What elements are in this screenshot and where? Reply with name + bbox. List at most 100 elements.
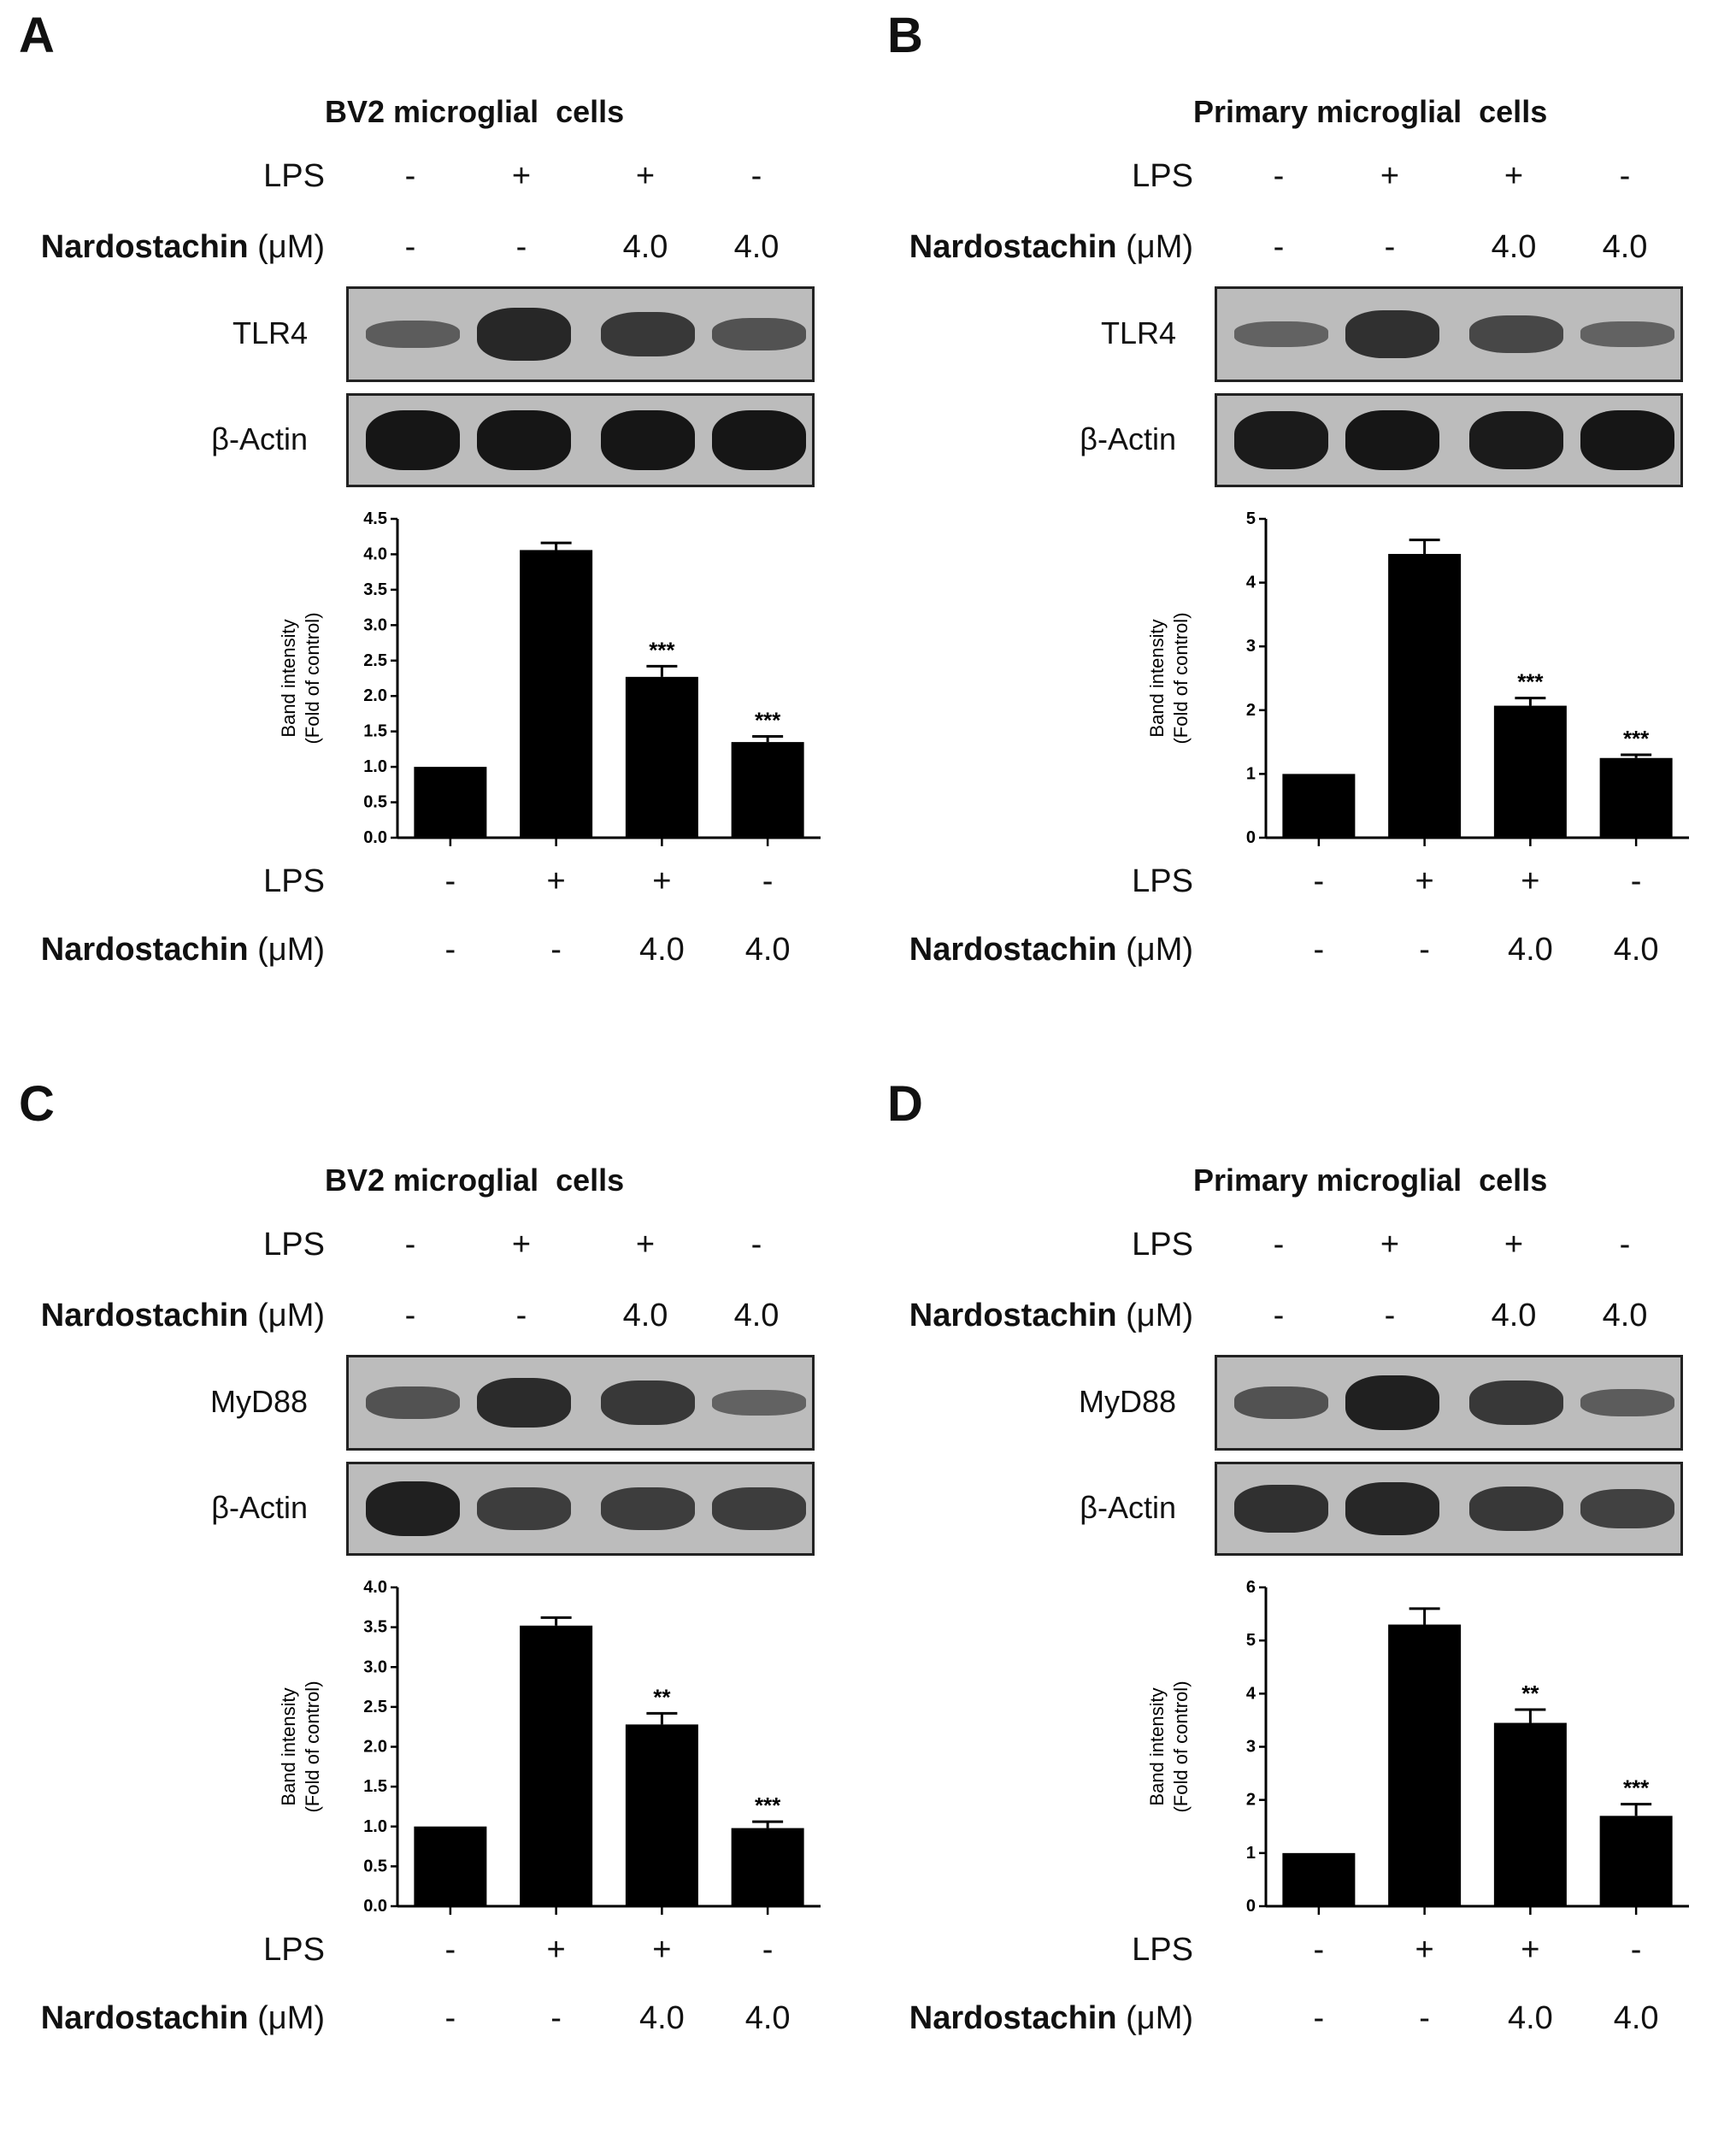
drug-dose-bottom: 4.0: [1507, 2000, 1553, 2036]
blot-band: [1234, 1485, 1328, 1533]
bar: [414, 767, 487, 838]
bar: [625, 676, 698, 838]
panel-title: Primary microglial cells: [1193, 94, 1548, 129]
drug-name: Nardostachin: [909, 932, 1117, 968]
blot-band: [1580, 321, 1674, 347]
drug-dose-bottom: 4.0: [638, 2000, 685, 2036]
western-blot-0: [1215, 1355, 1683, 1451]
panel-letter: B: [887, 8, 923, 63]
y-tick-label: 0: [1246, 828, 1256, 847]
significance-marker: ***: [755, 707, 781, 733]
blot-band: [477, 308, 571, 361]
blot-band: [1469, 1380, 1563, 1426]
drug-name: Nardostachin: [40, 229, 249, 265]
drug-dose: -: [404, 1298, 416, 1333]
western-blot-1: [1215, 1462, 1683, 1556]
drug-dose: 4.0: [1491, 1298, 1537, 1333]
bar: [731, 1828, 804, 1906]
drug-unit: (μM): [1126, 2000, 1193, 2036]
lps-mark: +: [511, 1227, 532, 1263]
drug-dose: -: [515, 1298, 527, 1333]
blot-band: [601, 1487, 695, 1530]
y-tick-label: 0.5: [363, 1857, 387, 1875]
drug-dose-bottom: -: [1313, 2000, 1325, 2036]
bar: [1282, 1852, 1356, 1906]
lps-label: LPS: [263, 1227, 325, 1263]
blot-band: [1345, 1375, 1439, 1431]
lps-label: LPS: [263, 158, 325, 194]
significance-marker: ***: [1623, 726, 1650, 751]
lps-mark: +: [635, 158, 656, 194]
blot-band: [1469, 411, 1563, 469]
y-tick-label: 3.5: [363, 1618, 387, 1637]
lps-mark: -: [1619, 158, 1631, 194]
y-tick-label: 0: [1246, 1897, 1256, 1916]
drug-unit: (μM): [257, 229, 325, 265]
drug-dose: 4.0: [622, 1298, 668, 1333]
blot-label: MyD88: [1078, 1384, 1176, 1419]
blot-band: [1580, 1488, 1674, 1529]
lps-mark: +: [511, 158, 532, 194]
lps-label: LPS: [1132, 1227, 1193, 1263]
lps-mark: +: [1504, 158, 1524, 194]
y-tick-label: 4.5: [363, 509, 387, 528]
panel-title: BV2 microglial cells: [325, 1163, 625, 1198]
y-tick-label: 6: [1246, 1578, 1256, 1597]
bar: [1599, 757, 1673, 838]
blot-band: [712, 1487, 806, 1530]
y-axis-label: (Fold of control): [302, 1681, 323, 1812]
blot-band: [601, 1380, 695, 1426]
drug-dose-bottom: -: [1313, 932, 1325, 968]
significance-marker: ***: [649, 637, 675, 662]
drug-dose: -: [515, 229, 527, 265]
y-tick-label: 0.5: [363, 793, 387, 812]
blot-band: [712, 317, 806, 351]
y-tick-label: 2.5: [363, 1698, 387, 1716]
blot-band: [712, 1390, 806, 1416]
bar: [731, 742, 804, 838]
significance-marker: **: [653, 1684, 671, 1710]
blot-band: [1469, 1486, 1563, 1532]
blot-label: β-Actin: [211, 1490, 308, 1525]
lps-mark: -: [750, 1227, 762, 1263]
y-tick-label: 3.5: [363, 580, 387, 599]
drug-label-bottom: Nardostachin (μM): [41, 932, 325, 968]
panel-title: Primary microglial cells: [1193, 1163, 1548, 1198]
y-axis-label: (Fold of control): [1170, 1681, 1192, 1812]
lps-mark-bottom: +: [1521, 1932, 1540, 1968]
figure-panel-c: C BV2 microglial cells LPS Nardostachin (μM…: [0, 1068, 855, 2137]
drug-dose-bottom: 4.0: [1507, 932, 1553, 968]
drug-dose-bottom: 4.0: [1613, 932, 1659, 968]
blot-label: TLR4: [1100, 315, 1176, 350]
y-tick-label: 2: [1246, 701, 1256, 720]
western-blot-0: [1215, 286, 1683, 382]
panel-letter: A: [19, 8, 55, 63]
lps-mark-bottom: -: [1630, 863, 1642, 899]
significance-marker: ***: [1517, 669, 1544, 695]
lps-mark-bottom: -: [1630, 1932, 1642, 1968]
blot-band: [601, 410, 695, 470]
bar-chart: 0 1 2 3 4 5 6 Band intensity (Fold of control) **…: [1146, 1578, 1689, 1916]
drug-label: Nardostachin (μM): [909, 1298, 1193, 1334]
blot-band: [1345, 410, 1439, 470]
figure-panel-b: B Primary microglial cells LPS Nardostachin…: [868, 0, 1723, 1068]
y-tick-label: 2.0: [363, 686, 387, 705]
drug-dose: -: [1384, 229, 1396, 265]
lps-mark-bottom: +: [546, 863, 566, 899]
drug-unit: (μM): [257, 2000, 325, 2036]
lps-mark-bottom: +: [1415, 863, 1434, 899]
drug-label-bottom: Nardostachin (μM): [41, 2000, 325, 2037]
blot-band: [366, 1386, 460, 1420]
bar: [1493, 1722, 1567, 1906]
drug-name: Nardostachin: [40, 932, 249, 968]
lps-label-bottom: LPS: [263, 863, 325, 899]
y-axis-label: Band intensity: [278, 619, 299, 737]
drug-label-bottom: Nardostachin (μM): [909, 932, 1193, 968]
drug-dose-bottom: -: [1419, 2000, 1430, 2036]
blot-band: [1580, 1388, 1674, 1417]
lps-mark: +: [1504, 1227, 1524, 1263]
drug-dose: 4.0: [1602, 1298, 1648, 1333]
bar: [1493, 705, 1567, 838]
blot-band: [1234, 321, 1328, 347]
drug-dose: 4.0: [1491, 229, 1537, 265]
